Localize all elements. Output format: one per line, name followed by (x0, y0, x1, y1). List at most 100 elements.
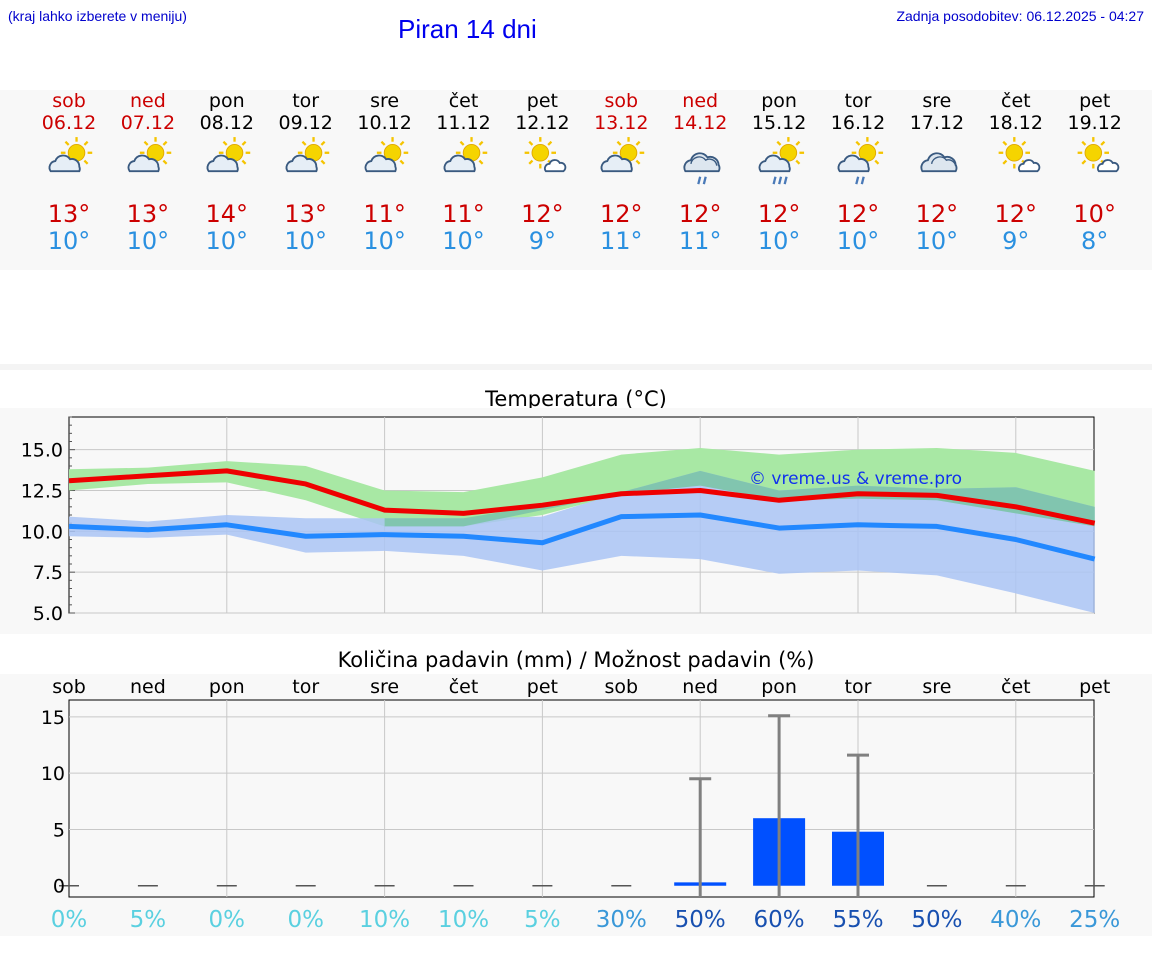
temp-max: 12° (994, 200, 1038, 228)
precipitation-chance: 0% (209, 907, 246, 933)
day-date: 15.12 (751, 112, 807, 134)
daily-forecast-strip: sob 06.12 13° 10° ned 07.12 13° 10° pon 08.12 14° 1… (0, 90, 1152, 270)
precipitation-chance: 40% (990, 907, 1041, 933)
x-category-label: tor (845, 676, 872, 698)
x-category-label: pon (761, 676, 797, 698)
precipitation-chance: 30% (596, 907, 647, 933)
temp-min: 11° (600, 227, 643, 255)
day-date: 06.12 (41, 112, 97, 134)
x-category-label: ned (130, 676, 166, 698)
temp-min: 11° (678, 227, 722, 255)
temp-max: 11° (363, 200, 406, 228)
precipitation-chart: sob 0% ned 5% pon 0% tor 0% sre 10% čet 10% pet 5% sob… (41, 676, 1120, 933)
temp-max: 13° (126, 200, 170, 228)
day-date: 11.12 (436, 112, 491, 134)
x-category-label: sre (370, 676, 399, 698)
day-date: 19.12 (1067, 112, 1122, 134)
sun-small-cloud-icon (1073, 136, 1120, 196)
sun-cloud-icon (363, 136, 409, 196)
temp-min: 8° (1081, 227, 1109, 255)
sun-cloud-icon (599, 136, 645, 196)
y-tick-label: 5 (53, 819, 65, 841)
y-tick-label: 10 (41, 763, 65, 785)
sun-cloud-icon (47, 136, 93, 196)
temperature-chart: 15.0 12.5 10.0 7.5 5.0 © vreme.us & vreme.pro (21, 416, 1096, 625)
x-category-label: pet (1079, 676, 1110, 698)
plot-area (68, 699, 1095, 898)
day-date: 16.12 (830, 112, 886, 134)
temp-max: 13° (284, 200, 327, 228)
x-category-label: sre (922, 676, 951, 698)
temp-max: 11° (442, 200, 485, 228)
precipitation-chance: 60% (754, 907, 805, 933)
day-name: sob (52, 90, 86, 112)
temp-min: 10° (757, 227, 801, 255)
sun-cloud-icon (442, 136, 488, 196)
precipitation-chance: 10% (438, 907, 489, 933)
day-name: čet (1001, 90, 1031, 112)
temp-min: 10° (126, 227, 170, 255)
day-name: pet (526, 90, 558, 112)
y-tick-label: 0 (53, 876, 65, 898)
x-category-label: ned (682, 676, 718, 698)
x-category-label: čet (1001, 676, 1031, 698)
day-name: ned (682, 90, 719, 112)
precipitation-chance: 25% (1069, 907, 1120, 933)
day-name: sob (604, 90, 639, 112)
temp-max: 10° (1073, 200, 1116, 228)
y-tick-label: 7.5 (33, 562, 63, 584)
temp-min: 10° (836, 227, 880, 255)
day-date: 09.12 (278, 112, 333, 134)
location-hint: (kraj lahko izberete v meniju) (8, 8, 187, 24)
temp-max: 12° (521, 200, 564, 228)
temp-max: 12° (600, 200, 643, 228)
watermark: © vreme.us & vreme.pro (749, 469, 962, 489)
temp-min: 10° (915, 227, 959, 255)
temp-min: 10° (363, 227, 406, 255)
day-date: 07.12 (120, 112, 176, 134)
temp-max: 12° (915, 200, 959, 228)
temp-max: 12° (836, 200, 880, 228)
cloud-rain-icon (678, 136, 724, 196)
cloud-icon (915, 136, 961, 196)
temp-min: 10° (284, 227, 327, 255)
y-tick-label: 10.0 (21, 521, 63, 543)
precipitation-chance: 50% (675, 907, 726, 933)
sun-cloud-rain-icon (757, 136, 805, 196)
day-name: tor (292, 90, 320, 112)
temp-max: 12° (678, 200, 722, 228)
day-name: pon (208, 90, 245, 112)
temp-max: 14° (205, 200, 249, 228)
day-date: 14.12 (672, 112, 728, 134)
precipitation-chance: 0% (51, 907, 88, 933)
max-temperature-line (68, 468, 1096, 526)
y-tick-label: 5.0 (33, 603, 63, 625)
temp-min: 9° (1002, 227, 1030, 255)
temperature-chart-title: Temperatura (°C) (485, 387, 667, 411)
min-temperature-line (68, 512, 1096, 562)
precipitation-chance: 50% (911, 907, 962, 933)
sun-cloud-drizzle-icon (836, 136, 884, 196)
precipitation-chance: 0% (287, 907, 324, 933)
temp-max: 13° (47, 200, 91, 228)
sun-small-cloud-icon (520, 136, 567, 196)
sun-cloud-icon (284, 136, 330, 196)
day-name: tor (844, 90, 872, 112)
precipitation-chance: 55% (832, 907, 883, 933)
sun-small-cloud-icon (994, 136, 1041, 196)
day-date: 17.12 (909, 112, 965, 134)
last-updated: Zadnja posodobitev: 06.12.2025 - 04:27 (896, 8, 1144, 24)
temp-min: 10° (205, 227, 249, 255)
temp-max: 12° (757, 200, 801, 228)
temp-min: 10° (442, 227, 485, 255)
precipitation-chance: 5% (130, 907, 167, 933)
x-category-label: pon (209, 676, 245, 698)
page-title: Piran 14 dni (398, 14, 537, 44)
day-name: ned (129, 90, 166, 112)
day-name: sre (370, 90, 400, 112)
y-tick-label: 15 (41, 707, 65, 729)
precipitation-chance: 10% (359, 907, 410, 933)
x-category-label: tor (292, 676, 319, 698)
precipitation-chance: 5% (524, 907, 561, 933)
max-range-band (69, 448, 1095, 527)
